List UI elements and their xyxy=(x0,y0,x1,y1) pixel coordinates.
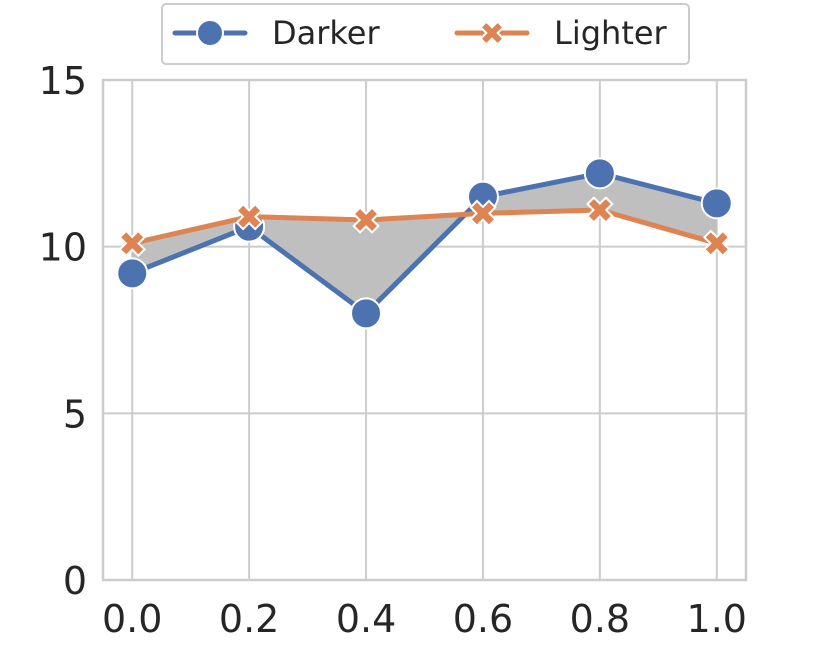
series-line-darker xyxy=(129,170,720,316)
point-darker-2 xyxy=(350,297,383,330)
fill-between-polygon xyxy=(132,173,717,314)
legend-marker-lighter xyxy=(479,20,505,46)
plot-frame xyxy=(101,78,748,582)
point-darker-4 xyxy=(583,157,616,190)
plot-border xyxy=(101,78,748,582)
point-lighter-3 xyxy=(469,199,497,228)
point-darker-5 xyxy=(700,187,733,220)
point-darker-0 xyxy=(116,257,149,290)
grid-lines xyxy=(103,79,746,581)
legend: Darker Lighter xyxy=(161,3,690,65)
y-tick-label-3: 15 xyxy=(39,59,87,103)
series-line-lighter xyxy=(129,207,720,246)
legend-label-darker: Darker xyxy=(272,14,380,52)
x-tick-label-2: 0.4 xyxy=(336,597,396,641)
legend-marker-darker xyxy=(196,19,224,47)
y-axis-tick-labels: 0 5 10 15 xyxy=(39,59,87,603)
x-tick-label-5: 1.0 xyxy=(687,597,747,641)
legend-label-lighter: Lighter xyxy=(554,14,668,52)
legend-box xyxy=(161,3,690,65)
point-lighter-2 xyxy=(352,206,380,234)
y-tick-label-0: 0 xyxy=(63,559,87,603)
y-tick-label-2: 10 xyxy=(39,226,87,270)
point-lighter-1 xyxy=(235,202,263,231)
fill-between-area xyxy=(132,173,717,314)
point-lighter-5 xyxy=(702,229,731,258)
series-layer xyxy=(116,157,733,330)
x-axis-tick-labels: 0.0 0.2 0.4 0.6 0.8 1.0 xyxy=(102,597,747,641)
point-lighter-0 xyxy=(118,229,147,258)
y-tick-label-1: 5 xyxy=(63,392,87,436)
x-tick-label-3: 0.6 xyxy=(453,597,513,641)
point-lighter-4 xyxy=(586,196,614,224)
x-tick-label-1: 0.2 xyxy=(219,597,279,641)
x-tick-label-4: 0.8 xyxy=(570,597,630,641)
x-tick-label-0: 0.0 xyxy=(102,597,162,641)
